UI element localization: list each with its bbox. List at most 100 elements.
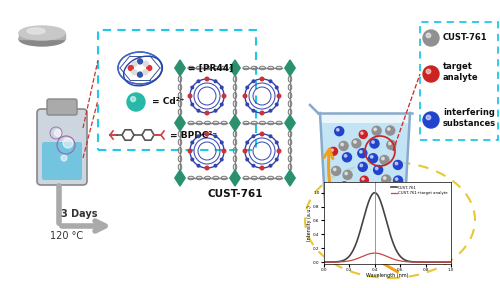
Circle shape xyxy=(243,149,247,153)
Circle shape xyxy=(342,184,344,186)
Circle shape xyxy=(334,193,336,196)
Circle shape xyxy=(132,61,137,67)
Text: interfering
substances: interfering substances xyxy=(443,108,496,128)
Polygon shape xyxy=(230,60,240,76)
Circle shape xyxy=(359,130,367,139)
Circle shape xyxy=(260,132,264,136)
Ellipse shape xyxy=(27,28,45,34)
Text: CUST-761: CUST-761 xyxy=(208,189,263,199)
CUST-761+target analyte xyxy=(401,260,407,263)
Circle shape xyxy=(360,176,368,184)
Circle shape xyxy=(383,189,386,192)
Circle shape xyxy=(394,176,402,185)
Circle shape xyxy=(276,86,278,89)
Circle shape xyxy=(269,109,272,112)
CUST-761 xyxy=(414,260,420,264)
Circle shape xyxy=(191,141,194,144)
Circle shape xyxy=(138,72,142,77)
Circle shape xyxy=(214,80,217,83)
CUST-761 xyxy=(362,211,368,215)
FancyArrowPatch shape xyxy=(324,149,398,272)
Circle shape xyxy=(340,182,349,191)
Circle shape xyxy=(269,135,272,138)
Circle shape xyxy=(214,109,217,112)
Circle shape xyxy=(360,151,362,153)
Circle shape xyxy=(358,149,367,158)
Line: CUST-761: CUST-761 xyxy=(324,193,451,262)
Circle shape xyxy=(246,103,248,106)
Polygon shape xyxy=(285,170,295,186)
Circle shape xyxy=(143,69,148,75)
Text: = [PR44]: = [PR44] xyxy=(188,63,233,73)
Circle shape xyxy=(277,149,281,153)
Ellipse shape xyxy=(19,32,65,46)
Circle shape xyxy=(353,185,362,194)
CUST-761+target analyte xyxy=(413,260,419,264)
FancyBboxPatch shape xyxy=(47,99,77,115)
Circle shape xyxy=(260,77,264,81)
Polygon shape xyxy=(320,113,410,203)
Circle shape xyxy=(205,111,209,115)
Circle shape xyxy=(220,158,223,161)
Circle shape xyxy=(205,77,209,81)
Circle shape xyxy=(214,164,217,167)
CUST-761 xyxy=(371,191,377,194)
Circle shape xyxy=(382,175,390,184)
Circle shape xyxy=(276,141,278,144)
Circle shape xyxy=(354,187,357,190)
Circle shape xyxy=(205,132,209,136)
Circle shape xyxy=(426,69,430,74)
Polygon shape xyxy=(19,33,65,39)
Circle shape xyxy=(252,109,255,112)
Y-axis label: Intensity (a.u.): Intensity (a.u.) xyxy=(306,205,312,241)
Circle shape xyxy=(260,166,264,170)
Line: CUST-761+target analyte: CUST-761+target analyte xyxy=(324,253,451,262)
Polygon shape xyxy=(321,123,409,203)
Circle shape xyxy=(276,158,278,161)
Circle shape xyxy=(344,155,347,157)
CUST-761 xyxy=(413,260,419,264)
Circle shape xyxy=(214,135,217,138)
Text: 120 °C: 120 °C xyxy=(50,231,84,241)
Circle shape xyxy=(246,86,248,89)
Circle shape xyxy=(396,178,398,180)
CUST-761 xyxy=(401,258,407,261)
Circle shape xyxy=(246,158,248,161)
Circle shape xyxy=(394,188,402,197)
Circle shape xyxy=(252,135,255,138)
Circle shape xyxy=(252,164,255,167)
Circle shape xyxy=(426,33,430,38)
Polygon shape xyxy=(285,115,295,131)
Text: CUST-761: CUST-761 xyxy=(443,33,488,43)
Circle shape xyxy=(332,166,340,175)
Circle shape xyxy=(426,115,430,120)
Circle shape xyxy=(395,162,398,165)
Circle shape xyxy=(396,190,398,192)
Circle shape xyxy=(386,126,394,135)
Circle shape xyxy=(188,94,192,98)
Polygon shape xyxy=(175,170,185,186)
Circle shape xyxy=(370,156,373,158)
Circle shape xyxy=(334,127,344,136)
Circle shape xyxy=(342,153,351,162)
Circle shape xyxy=(384,177,386,179)
Circle shape xyxy=(374,165,382,175)
Circle shape xyxy=(143,61,148,66)
Polygon shape xyxy=(285,60,295,76)
FancyBboxPatch shape xyxy=(42,142,82,180)
Ellipse shape xyxy=(19,26,65,40)
Circle shape xyxy=(354,141,356,143)
Polygon shape xyxy=(230,115,240,131)
Circle shape xyxy=(360,164,362,167)
Circle shape xyxy=(374,128,376,130)
Circle shape xyxy=(276,103,278,106)
Circle shape xyxy=(362,178,364,180)
Circle shape xyxy=(191,158,194,161)
CUST-761+target analyte xyxy=(371,251,377,255)
CUST-761+target analyte xyxy=(362,253,368,257)
Circle shape xyxy=(191,86,194,89)
X-axis label: Wavelength (nm): Wavelength (nm) xyxy=(366,273,408,278)
Circle shape xyxy=(372,126,381,135)
Legend: CUST-761, CUST-761+target analyte: CUST-761, CUST-761+target analyte xyxy=(390,184,450,196)
Circle shape xyxy=(269,164,272,167)
